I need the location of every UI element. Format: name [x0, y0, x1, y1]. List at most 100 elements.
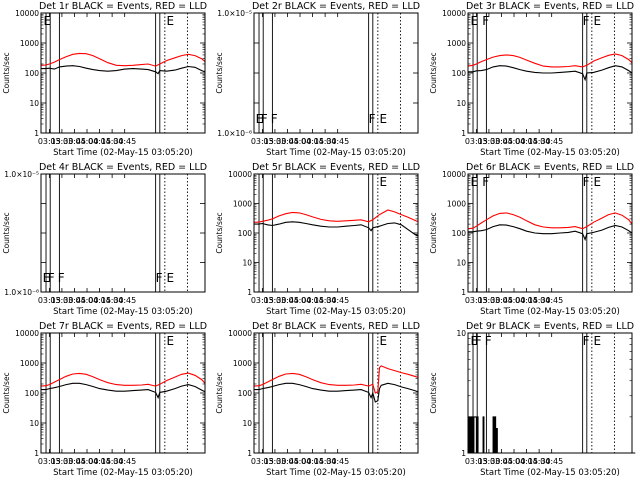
- marker-letter: F: [156, 271, 163, 285]
- x-tick-label: 04:00: [502, 457, 525, 466]
- x-axis-label: Start Time (02-May-15 03:05:20): [266, 307, 406, 317]
- x-tick-label: 03:15: [465, 296, 488, 305]
- x-tick-label: 04:30: [314, 296, 337, 305]
- panel-det8: Det 8r BLACK = Events, RED = LLD Start Ti…: [215, 321, 420, 478]
- marker-letter: F: [369, 112, 376, 126]
- x-tick-label: 03:45: [490, 296, 513, 305]
- marker-letter: F: [482, 14, 489, 28]
- x-axis-label: Start Time (02-May-15 03:05:20): [480, 468, 620, 478]
- marker-letter: E: [256, 112, 264, 126]
- panel-det7: Det 7r BLACK = Events, RED = LLD Start Ti…: [2, 321, 207, 478]
- x-tick-label: 03:30: [50, 137, 73, 146]
- plot-frame: [253, 12, 419, 134]
- series-events-line: [468, 224, 633, 242]
- marker-letter: E: [471, 14, 479, 28]
- y-tick-label: 1000: [233, 200, 252, 209]
- y-axis-label: Counts/sec: [2, 372, 11, 413]
- x-tick-label: 04:15: [515, 296, 538, 305]
- x-tick-label: 03:30: [50, 457, 73, 466]
- x-axis-label: Start Time (02-May-15 03:05:20): [53, 468, 193, 478]
- x-tick-label: 04:00: [502, 296, 525, 305]
- marker-letter: E: [594, 175, 602, 189]
- x-tick-label: 04:00: [75, 296, 98, 305]
- x-tick-label: 03:15: [251, 137, 274, 146]
- plot-frame: [40, 173, 206, 293]
- marker-letter: E: [44, 14, 52, 28]
- y-tick-label: 1: [461, 449, 466, 458]
- x-tick-label: 04:15: [515, 457, 538, 466]
- panel-det6: Det 6r BLACK = Events, RED = LLD Start Ti…: [429, 162, 634, 317]
- y-tick-label: 1.0×10⁻⁶: [4, 288, 39, 297]
- y-tick-label: 10: [456, 329, 466, 338]
- marker-letter: E: [471, 334, 479, 348]
- series-events-line: [254, 221, 419, 237]
- x-tick-label: 03:15: [38, 457, 61, 466]
- y-tick-label: 100: [25, 69, 40, 78]
- x-tick-label: 03:15: [465, 457, 488, 466]
- y-axis-label: Counts/sec: [2, 212, 11, 253]
- x-tick-label: 03:15: [38, 296, 61, 305]
- x-tick-label: 04:45: [326, 137, 349, 146]
- y-tick-label: 1: [461, 129, 466, 138]
- y-tick-label: 1000: [447, 200, 466, 209]
- x-tick-label: 03:30: [263, 457, 286, 466]
- y-axis-label: Counts/sec: [215, 372, 224, 413]
- x-tick-label: 04:30: [314, 137, 337, 146]
- plot-frame: [467, 12, 633, 134]
- x-axis-label: Start Time (02-May-15 03:05:20): [266, 148, 406, 158]
- x-tick-label: 04:30: [528, 296, 551, 305]
- y-tick-label: 1.0×10⁻⁵: [4, 170, 39, 179]
- x-tick-label: 03:45: [63, 457, 86, 466]
- panel-det1: Det 1r BLACK = Events, RED = LLD Start Ti…: [2, 1, 207, 158]
- marker-letter: F: [48, 271, 55, 285]
- y-axis-label: Counts/sec: [429, 212, 438, 253]
- y-tick-label: 1.0×10⁻⁵: [217, 9, 252, 18]
- x-tick-label: 04:30: [101, 457, 124, 466]
- marker-letter: F: [485, 334, 492, 348]
- y-tick-label: 10000: [442, 9, 466, 18]
- x-tick-label: 04:15: [88, 457, 111, 466]
- y-tick-label: 10000: [442, 170, 466, 179]
- panel-det3: Det 3r BLACK = Events, RED = LLD Start Ti…: [429, 1, 634, 158]
- y-tick-label: 100: [25, 389, 40, 398]
- series-events-line: [254, 382, 419, 403]
- y-tick-label: 100: [452, 69, 467, 78]
- y-tick-label: 10000: [228, 170, 252, 179]
- x-tick-label: 03:15: [251, 296, 274, 305]
- x-tick-label: 03:30: [477, 296, 500, 305]
- x-tick-label: 04:15: [301, 457, 324, 466]
- x-tick-label: 03:30: [477, 137, 500, 146]
- x-axis-label: Start Time (02-May-15 03:05:20): [480, 148, 620, 158]
- marker-letter: F: [583, 14, 590, 28]
- y-tick-label: 10000: [15, 329, 39, 338]
- plot-frame: [40, 12, 206, 134]
- x-tick-label: 04:30: [101, 296, 124, 305]
- x-tick-label: 03:45: [276, 137, 299, 146]
- marker-letter: E: [380, 112, 388, 126]
- y-tick-label: 10000: [228, 329, 252, 338]
- x-tick-label: 04:15: [88, 296, 111, 305]
- x-tick-label: 04:15: [88, 137, 111, 146]
- x-tick-label: 04:45: [113, 137, 136, 146]
- series-events-line: [41, 65, 206, 75]
- x-tick-label: 04:15: [301, 137, 324, 146]
- x-tick-label: 03:30: [50, 296, 73, 305]
- y-tick-label: 10: [242, 419, 252, 428]
- marker-letter: E: [167, 271, 175, 285]
- y-tick-label: 10: [29, 99, 39, 108]
- panel-title: Det 3r BLACK = Events, RED = LLD: [466, 1, 634, 12]
- x-tick-label: 03:45: [63, 296, 86, 305]
- x-tick-label: 03:15: [251, 457, 274, 466]
- x-tick-label: 03:15: [465, 137, 488, 146]
- y-tick-label: 1: [461, 288, 466, 297]
- x-tick-label: 03:30: [263, 137, 286, 146]
- panel-title: Det 1r BLACK = Events, RED = LLD: [39, 1, 207, 12]
- y-axis-label: Counts/sec: [429, 372, 438, 413]
- y-tick-label: 100: [238, 229, 253, 238]
- marker-letter: E: [380, 175, 388, 189]
- y-tick-label: 1: [34, 449, 39, 458]
- x-axis-label: Start Time (02-May-15 03:05:20): [266, 468, 406, 478]
- x-tick-label: 04:30: [528, 457, 551, 466]
- panel-title: Det 4r BLACK = Events, RED = LLD: [39, 162, 207, 173]
- series-lld-line: [40, 372, 206, 387]
